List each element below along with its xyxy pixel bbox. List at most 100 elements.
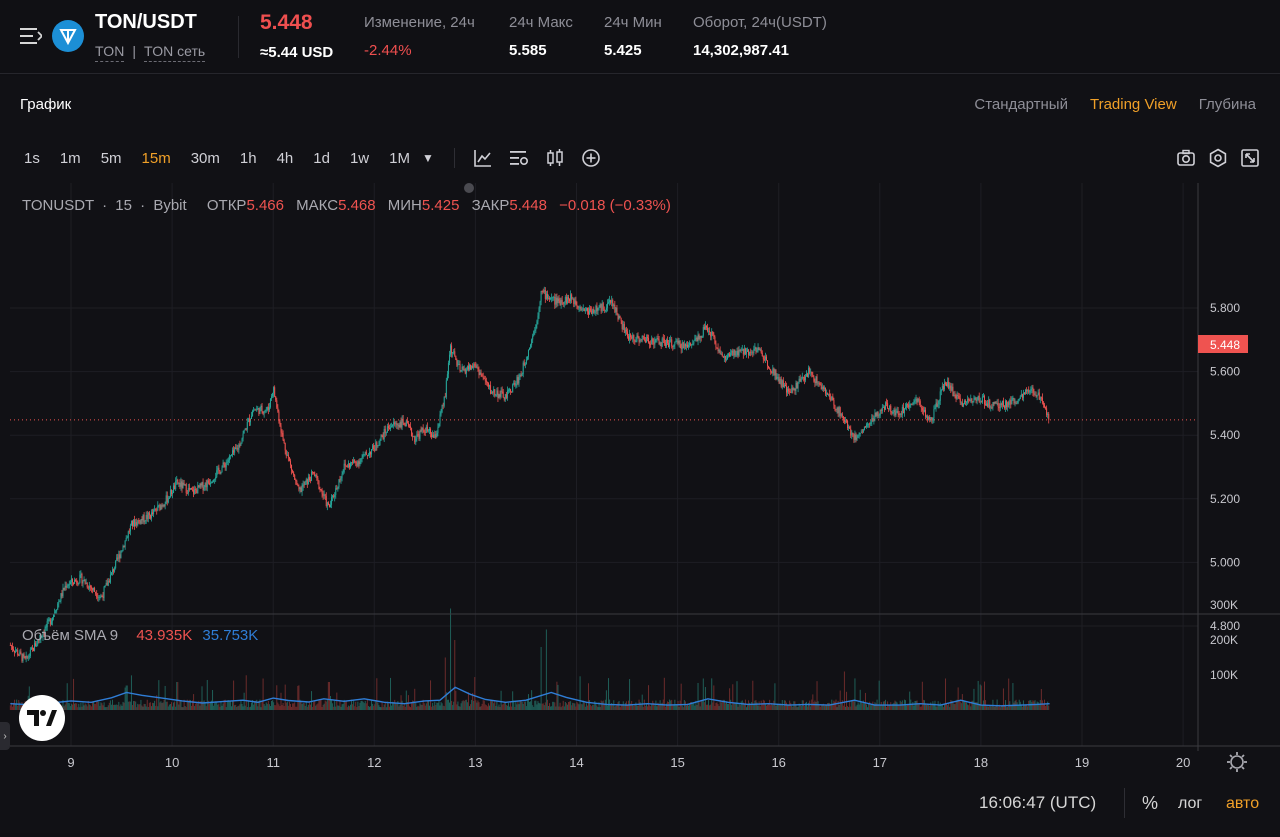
timeframe-4h[interactable]: 4h xyxy=(276,149,294,167)
volume-bar xyxy=(242,706,244,710)
candle-body xyxy=(117,557,119,559)
candle-body xyxy=(345,465,347,467)
timeframe-15m[interactable]: 15m xyxy=(141,149,171,167)
volume-bar xyxy=(823,705,825,710)
scroll-indicator[interactable] xyxy=(464,183,474,193)
volume-bar xyxy=(733,703,735,710)
volume-bar xyxy=(917,704,919,710)
candle-body xyxy=(230,454,232,456)
timeframe-5m[interactable]: 5m xyxy=(100,149,122,167)
volume-bar xyxy=(284,684,286,710)
camera-icon[interactable] xyxy=(1176,148,1196,168)
chart-type-icon[interactable] xyxy=(509,148,529,168)
candle-body xyxy=(933,409,935,419)
candle-body xyxy=(986,403,988,406)
volume-bar xyxy=(633,705,635,710)
timeframe-1h[interactable]: 1h xyxy=(239,149,257,167)
volume-bar xyxy=(217,704,219,710)
volume-bar xyxy=(222,703,224,710)
volume-bar xyxy=(246,706,248,710)
side-panel-toggle-icon[interactable]: › xyxy=(0,722,10,750)
volume-bar xyxy=(697,682,699,710)
candle-body xyxy=(90,587,92,589)
candle-body xyxy=(315,474,317,477)
volume-bar xyxy=(578,704,580,710)
volume-bar xyxy=(651,704,653,710)
timeframe-1w[interactable]: 1w xyxy=(349,149,370,167)
add-icon[interactable] xyxy=(581,148,601,168)
volume-bar xyxy=(720,702,722,710)
time-tick-label: 19 xyxy=(1075,755,1089,770)
timeframe-1d[interactable]: 1d xyxy=(313,149,330,167)
timeframe-1M[interactable]: 1M xyxy=(389,149,410,167)
view-standard[interactable]: Стандартный xyxy=(974,96,1068,113)
volume-bar xyxy=(279,706,281,710)
volume-bar xyxy=(144,704,146,710)
volume-bar xyxy=(1016,702,1018,710)
candle-body xyxy=(590,308,592,311)
settings-icon[interactable] xyxy=(1208,148,1228,168)
view-depth[interactable]: Глубина xyxy=(1198,96,1256,113)
axis-settings-icon[interactable] xyxy=(1227,752,1247,772)
tradingview-logo-icon[interactable] xyxy=(19,695,65,741)
volume-bar xyxy=(653,702,655,710)
time-axis[interactable]: 9 10 11 12 13 14 15 16 17 18 19 20 xyxy=(67,755,1190,770)
candle-body xyxy=(168,497,170,499)
candle-body xyxy=(500,390,502,397)
timeframe-1s[interactable]: 1s xyxy=(24,149,40,167)
volume-bar xyxy=(952,701,954,710)
volume-bar xyxy=(931,704,933,710)
volume-bar xyxy=(977,680,979,710)
fullscreen-icon[interactable] xyxy=(1240,148,1260,168)
candle-body xyxy=(1008,402,1010,405)
candle-body xyxy=(519,374,521,378)
base-asset-link[interactable]: TON xyxy=(95,43,125,62)
candle-body xyxy=(613,304,615,307)
volume-bar xyxy=(450,608,452,710)
pair-name[interactable]: TON/USDT xyxy=(95,11,197,33)
candle-body xyxy=(961,402,963,407)
volume-bar xyxy=(460,703,462,710)
candle-body xyxy=(673,344,675,347)
menu-icon[interactable] xyxy=(20,26,42,46)
timeframe-1m[interactable]: 1m xyxy=(59,149,81,167)
timeframe-30m[interactable]: 30m xyxy=(190,149,220,167)
candle-body xyxy=(674,342,676,345)
candle-body xyxy=(876,411,878,416)
candle-body xyxy=(269,398,271,408)
candle-body xyxy=(535,324,537,330)
volume-bar xyxy=(1023,704,1025,710)
candle-body xyxy=(686,344,688,348)
volume-bar xyxy=(381,702,383,710)
volume-bar xyxy=(907,704,909,710)
candle-body xyxy=(835,409,837,410)
auto-scale-toggle[interactable]: авто xyxy=(1226,795,1260,812)
candle-body xyxy=(806,373,808,377)
view-tradingview[interactable]: Trading View xyxy=(1089,96,1177,113)
candle-body xyxy=(967,399,969,402)
volume-bar xyxy=(526,700,528,710)
volume-bar xyxy=(572,702,574,710)
volume-bar xyxy=(731,704,733,710)
candle-body xyxy=(991,407,993,409)
volume-bar xyxy=(17,706,19,710)
candle-body xyxy=(982,396,984,397)
volume-bar xyxy=(873,705,875,710)
candles-icon[interactable] xyxy=(545,148,565,168)
candle-body xyxy=(576,304,578,306)
volume-bar xyxy=(769,699,771,710)
candle-body xyxy=(623,323,625,333)
candle-body xyxy=(161,505,163,507)
log-scale-toggle[interactable]: лог xyxy=(1178,795,1203,812)
volume-bar xyxy=(610,704,612,710)
candle-body xyxy=(453,351,455,353)
percent-scale-toggle[interactable]: % xyxy=(1142,793,1159,813)
network-link[interactable]: TON сеть xyxy=(143,43,206,62)
candle-body xyxy=(403,422,405,425)
indicator-icon[interactable] xyxy=(473,148,493,168)
candle-body xyxy=(193,490,195,494)
volume-bar xyxy=(301,704,303,710)
timeframe-dropdown-icon[interactable]: ▼ xyxy=(422,151,434,165)
